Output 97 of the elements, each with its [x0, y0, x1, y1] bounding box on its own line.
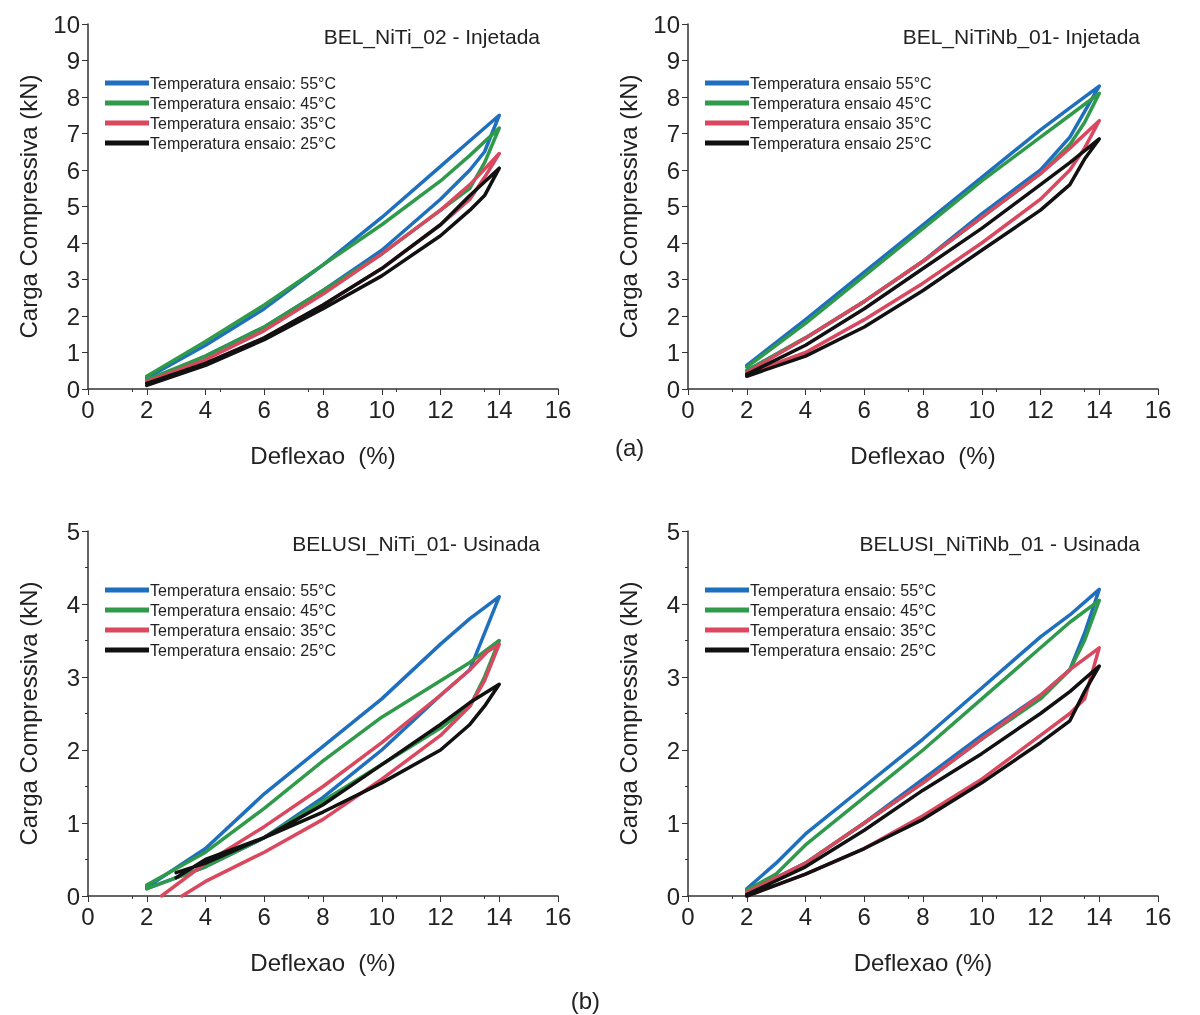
y-tick-label: 8 — [66, 83, 80, 111]
y-axis-title: Carga Compressiva (kN) — [14, 581, 42, 846]
x-tick-label: 8 — [916, 902, 930, 930]
chart-title: BEL_NiTi_02 - Injetada — [323, 25, 541, 49]
x-tick-label: 16 — [1144, 395, 1172, 423]
x-tick-label: 10 — [368, 395, 396, 423]
legend-label: Temperatura ensaio: 45°C — [150, 94, 337, 112]
y-tick-label: 2 — [66, 736, 80, 764]
y-tick-label: 2 — [666, 302, 680, 330]
x-tick-label: 12 — [1027, 395, 1054, 423]
x-tick-label: 10 — [968, 902, 996, 930]
y-tick-label: 5 — [66, 517, 80, 545]
y-tick-label: 5 — [666, 193, 680, 220]
x-tick-label: 8 — [916, 395, 930, 423]
y-axis-title: Carga Compressiva (kN) — [614, 74, 642, 339]
y-tick-label: 3 — [666, 266, 680, 293]
y-axis-title: Carga Compressiva (kN) — [14, 74, 42, 339]
x-tick-label: 12 — [1027, 902, 1054, 930]
y-tick-label: 3 — [666, 663, 680, 691]
x-tick-label: 14 — [1085, 395, 1113, 423]
y-tick-label: 6 — [666, 156, 680, 184]
x-tick-label: 8 — [316, 902, 330, 930]
text: (a) — [615, 433, 645, 461]
y-tick-label: 8 — [666, 83, 680, 111]
x-tick-label: 10 — [368, 902, 396, 930]
x-tick-label: 6 — [257, 395, 271, 423]
legend-label: Temperatura ensaio: 45°C — [150, 601, 337, 619]
x-tick-label: 2 — [740, 902, 754, 930]
y-tick-label: 3 — [66, 266, 80, 293]
y-tick-label: 0 — [66, 882, 80, 910]
x-tick-label: 14 — [1085, 902, 1113, 930]
y-tick-label: 1 — [666, 809, 680, 837]
x-tick-label: 2 — [740, 395, 754, 423]
y-tick-label: 4 — [66, 229, 80, 257]
x-axis-title: Deflexao (%) — [850, 441, 996, 469]
chart-title: BEL_NiTiNb_01- Injetada — [902, 25, 1141, 49]
y-tick-label: 4 — [66, 590, 80, 618]
x-tick-label: 12 — [427, 902, 454, 930]
legend-label: Temperatura ensaio: 35°C — [150, 114, 337, 132]
y-tick-label: 7 — [66, 120, 80, 147]
y-tick-label: 5 — [66, 193, 80, 220]
x-tick-label: 6 — [857, 395, 871, 423]
legend-label: Temperatura ensaio: 35°C — [150, 621, 337, 639]
x-tick-label: 4 — [798, 902, 813, 930]
x-tick-label: 16 — [1144, 902, 1172, 930]
legend-label: Temperatura ensaio 55°C — [750, 74, 932, 92]
legend-label: Temperatura ensaio: 55°C — [150, 74, 337, 92]
y-tick-label: 9 — [666, 47, 680, 74]
y-tick-label: 5 — [666, 517, 680, 545]
y-tick-label: 1 — [666, 339, 680, 366]
y-tick-label: 3 — [66, 663, 80, 691]
legend-label: Temperatura ensaio: 25°C — [150, 641, 337, 659]
y-tick-label: 0 — [66, 375, 80, 403]
legend-label: Temperatura ensaio: 25°C — [150, 134, 337, 152]
y-tick-label: 0 — [666, 882, 680, 910]
x-axis-title: Deflexao (%) — [250, 948, 396, 976]
x-tick-label: 14 — [485, 902, 513, 930]
legend-label: Temperatura ensaio 45°C — [750, 94, 932, 112]
y-tick-label: 6 — [66, 156, 80, 184]
chart-title: BELUSI_NiTi_01- Usinada — [292, 532, 541, 556]
line-series — [174, 682, 501, 880]
x-tick-label: 6 — [257, 902, 271, 930]
y-tick-label: 0 — [666, 375, 680, 403]
x-tick-label: 6 — [857, 902, 871, 930]
x-tick-label: 8 — [316, 395, 330, 423]
y-tick-label: 9 — [66, 47, 80, 74]
x-tick-label: 4 — [198, 902, 213, 930]
y-axis-title: Carga Compressiva (kN) — [614, 581, 642, 846]
y-tick-label: 4 — [666, 229, 680, 257]
text: (b) — [570, 986, 601, 1014]
chart-title: BELUSI_NiTiNb_01 - Usinada — [859, 532, 1141, 556]
x-tick-label: 16 — [544, 902, 572, 930]
legend-label: Temperatura ensaio: 25°C — [750, 641, 937, 659]
legend-label: Temperatura ensaio: 35°C — [750, 621, 937, 639]
x-tick-label: 10 — [968, 395, 996, 423]
y-tick-label: 2 — [66, 302, 80, 330]
y-tick-label: 10 — [653, 10, 680, 38]
legend-label: Temperatura ensaio: 45°C — [750, 601, 937, 619]
y-tick-label: 1 — [66, 809, 80, 837]
x-tick-label: 4 — [798, 395, 813, 423]
x-tick-label: 2 — [140, 902, 154, 930]
legend-label: Temperatura ensaio 25°C — [750, 134, 932, 152]
legend-label: Temperatura ensaio 35°C — [750, 114, 932, 132]
y-tick-label: 2 — [666, 736, 680, 764]
y-tick-label: 1 — [66, 339, 80, 366]
x-axis-title: Deflexao (%) — [250, 441, 396, 469]
y-tick-label: 10 — [53, 10, 80, 38]
x-axis-title: Deflexao (%) — [853, 948, 993, 976]
legend-label: Temperatura ensaio: 55°C — [150, 581, 337, 599]
x-tick-label: 16 — [544, 395, 572, 423]
x-tick-label: 4 — [198, 395, 213, 423]
y-tick-label: 7 — [666, 120, 680, 147]
legend-label: Temperatura ensaio: 55°C — [750, 581, 937, 599]
x-tick-label: 12 — [427, 395, 454, 423]
x-tick-label: 2 — [140, 395, 154, 423]
x-tick-label: 14 — [485, 395, 513, 423]
y-tick-label: 4 — [666, 590, 680, 618]
